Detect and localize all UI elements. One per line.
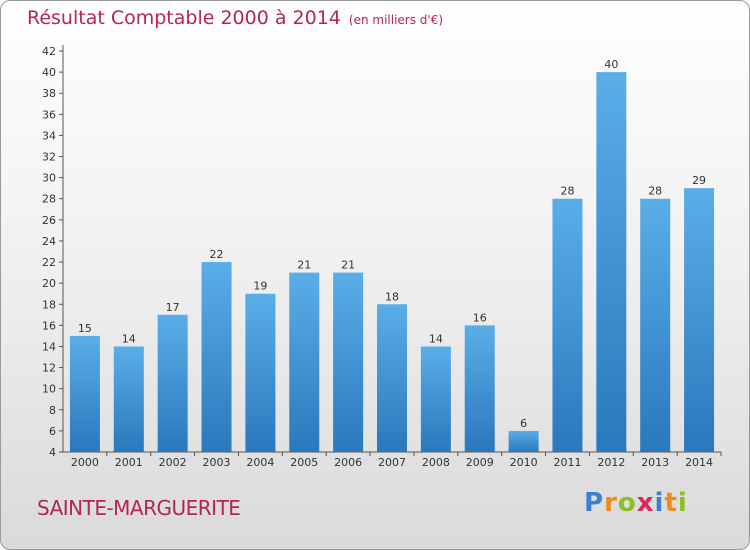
logo-letter: i bbox=[677, 488, 688, 518]
y-tick-label: 22 bbox=[42, 256, 56, 269]
logo-letter: r bbox=[604, 488, 618, 518]
y-tick-label: 24 bbox=[42, 235, 56, 248]
bar bbox=[377, 304, 407, 452]
x-tick-label: 2006 bbox=[334, 456, 362, 469]
logo-letter: o bbox=[617, 488, 637, 518]
chart-title-text: Résultat Comptable 2000 à 2014 bbox=[27, 7, 341, 29]
bar bbox=[333, 272, 364, 452]
bar bbox=[69, 335, 100, 452]
bars-group bbox=[69, 72, 715, 453]
y-tick-label: 28 bbox=[42, 193, 56, 206]
x-tick-label: 2000 bbox=[71, 456, 99, 469]
bar-value-label: 21 bbox=[297, 259, 311, 272]
y-tick-label: 12 bbox=[42, 362, 56, 375]
y-tick-label: 40 bbox=[42, 66, 56, 79]
chart-title: Résultat Comptable 2000 à 2014 (en millie… bbox=[27, 7, 443, 29]
bar bbox=[596, 72, 627, 453]
bar bbox=[201, 262, 232, 452]
bar bbox=[508, 430, 539, 452]
bar-value-label: 14 bbox=[122, 332, 136, 345]
x-tick-label: 2010 bbox=[510, 456, 538, 469]
x-tick-label: 2011 bbox=[553, 456, 581, 469]
y-tick-label: 26 bbox=[42, 214, 56, 227]
y-tick-label: 38 bbox=[42, 87, 56, 100]
x-tick-label: 2001 bbox=[115, 456, 143, 469]
bar-value-label: 15 bbox=[78, 322, 92, 335]
bar-value-label: 6 bbox=[520, 417, 527, 430]
chart-subtitle: (en milliers d'€) bbox=[348, 13, 444, 27]
y-tick-label: 36 bbox=[42, 108, 56, 121]
y-tick-label: 16 bbox=[42, 319, 56, 332]
x-tick-label: 2012 bbox=[597, 456, 625, 469]
x-tick-label: 2013 bbox=[641, 456, 669, 469]
y-tick-label: 18 bbox=[42, 298, 56, 311]
bar bbox=[420, 346, 451, 452]
y-tick-label: 14 bbox=[42, 340, 56, 353]
bar-value-label: 28 bbox=[648, 185, 662, 198]
bar-value-label: 22 bbox=[210, 248, 224, 261]
bar-value-label: 28 bbox=[560, 185, 574, 198]
bar-value-label: 16 bbox=[473, 311, 487, 324]
bar-value-label: 40 bbox=[604, 58, 618, 71]
bar-value-label: 18 bbox=[385, 290, 399, 303]
bar-value-label: 17 bbox=[166, 301, 180, 314]
logo-letter: i bbox=[654, 488, 665, 518]
y-tick-label: 30 bbox=[42, 172, 56, 185]
logo-letter: P bbox=[584, 488, 605, 518]
y-tick-label: 20 bbox=[42, 277, 56, 290]
bar bbox=[684, 188, 715, 452]
bar-value-label: 19 bbox=[253, 280, 267, 293]
x-tick-label: 2005 bbox=[290, 456, 318, 469]
bar-value-label: 29 bbox=[692, 174, 706, 187]
logo-letter: t bbox=[664, 488, 678, 518]
y-tick-label: 32 bbox=[42, 151, 56, 164]
bar bbox=[289, 272, 320, 452]
proxiti-logo[interactable]: Proxiti bbox=[584, 488, 688, 518]
bar bbox=[157, 314, 188, 452]
bar bbox=[552, 198, 583, 452]
y-tick-label: 4 bbox=[49, 446, 56, 459]
bar bbox=[245, 293, 276, 452]
x-tick-label: 2007 bbox=[378, 456, 406, 469]
y-tick-label: 6 bbox=[49, 425, 56, 438]
x-tick-label: 2004 bbox=[246, 456, 274, 469]
bar-value-label: 21 bbox=[341, 259, 355, 272]
bar bbox=[113, 346, 144, 452]
logo-letter: x bbox=[636, 488, 655, 518]
x-tick-label: 2008 bbox=[422, 456, 450, 469]
x-tick-label: 2014 bbox=[685, 456, 713, 469]
commune-name: SAINTE-MARGUERITE bbox=[37, 496, 241, 520]
y-tick-label: 34 bbox=[42, 129, 56, 142]
labels-group: 15 2000 14 2001 17 2002 22 2003 19 2004 21 2005 21 20… bbox=[71, 58, 713, 469]
bar-value-label: 14 bbox=[429, 332, 443, 345]
bar bbox=[640, 198, 671, 452]
x-tick-label: 2009 bbox=[466, 456, 494, 469]
x-tick-label: 2003 bbox=[203, 456, 231, 469]
y-tick-label: 10 bbox=[42, 383, 56, 396]
y-tick-label: 8 bbox=[49, 404, 56, 417]
bar bbox=[464, 325, 495, 452]
x-tick-label: 2002 bbox=[159, 456, 187, 469]
y-tick-label: 42 bbox=[42, 45, 56, 58]
